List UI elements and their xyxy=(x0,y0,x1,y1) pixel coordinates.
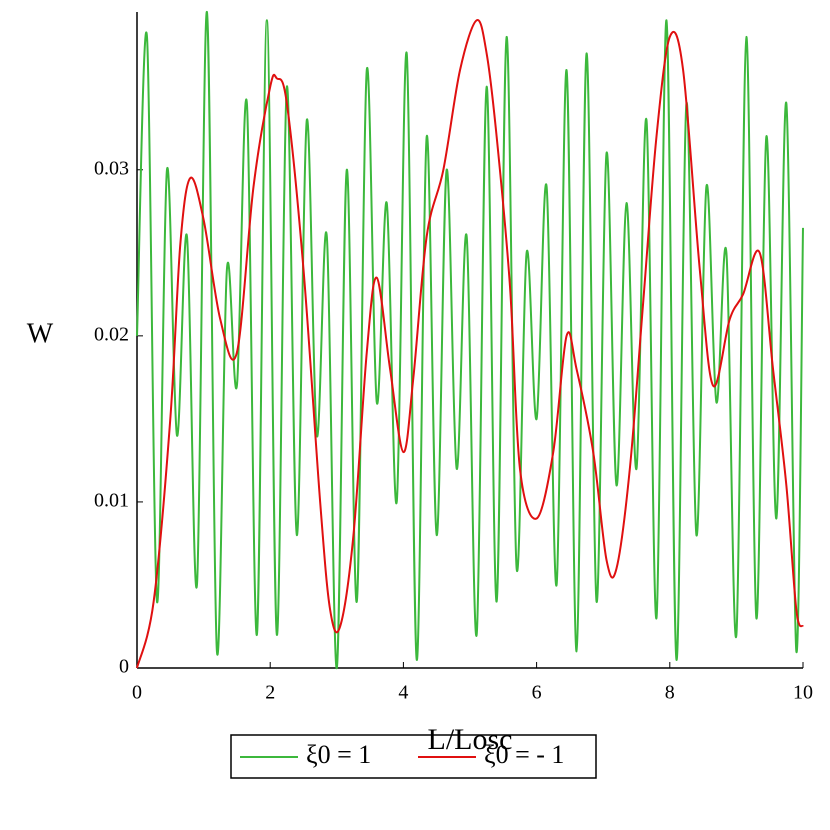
legend-label: ξ0 = - 1 xyxy=(484,740,564,769)
x-axis-label: L/Losc xyxy=(428,723,513,756)
y-tick-label: 0.03 xyxy=(94,157,129,179)
x-tick-label: 8 xyxy=(665,682,675,704)
x-tick-label: 4 xyxy=(398,682,408,704)
legend-box xyxy=(230,734,597,779)
series-line xyxy=(136,10,804,670)
y-tick-label: 0 xyxy=(119,656,129,678)
x-tick-label: 0 xyxy=(132,682,142,704)
y-axis-label: W xyxy=(27,318,54,349)
x-tick-label: 2 xyxy=(265,682,275,704)
x-tick-label: 10 xyxy=(793,682,813,704)
x-tick-label: 6 xyxy=(532,682,542,704)
y-tick-label: 0.02 xyxy=(94,323,129,345)
y-tick-label: 0.01 xyxy=(94,490,129,512)
series-line xyxy=(136,19,804,669)
legend-label: ξ0 = 1 xyxy=(306,740,371,769)
